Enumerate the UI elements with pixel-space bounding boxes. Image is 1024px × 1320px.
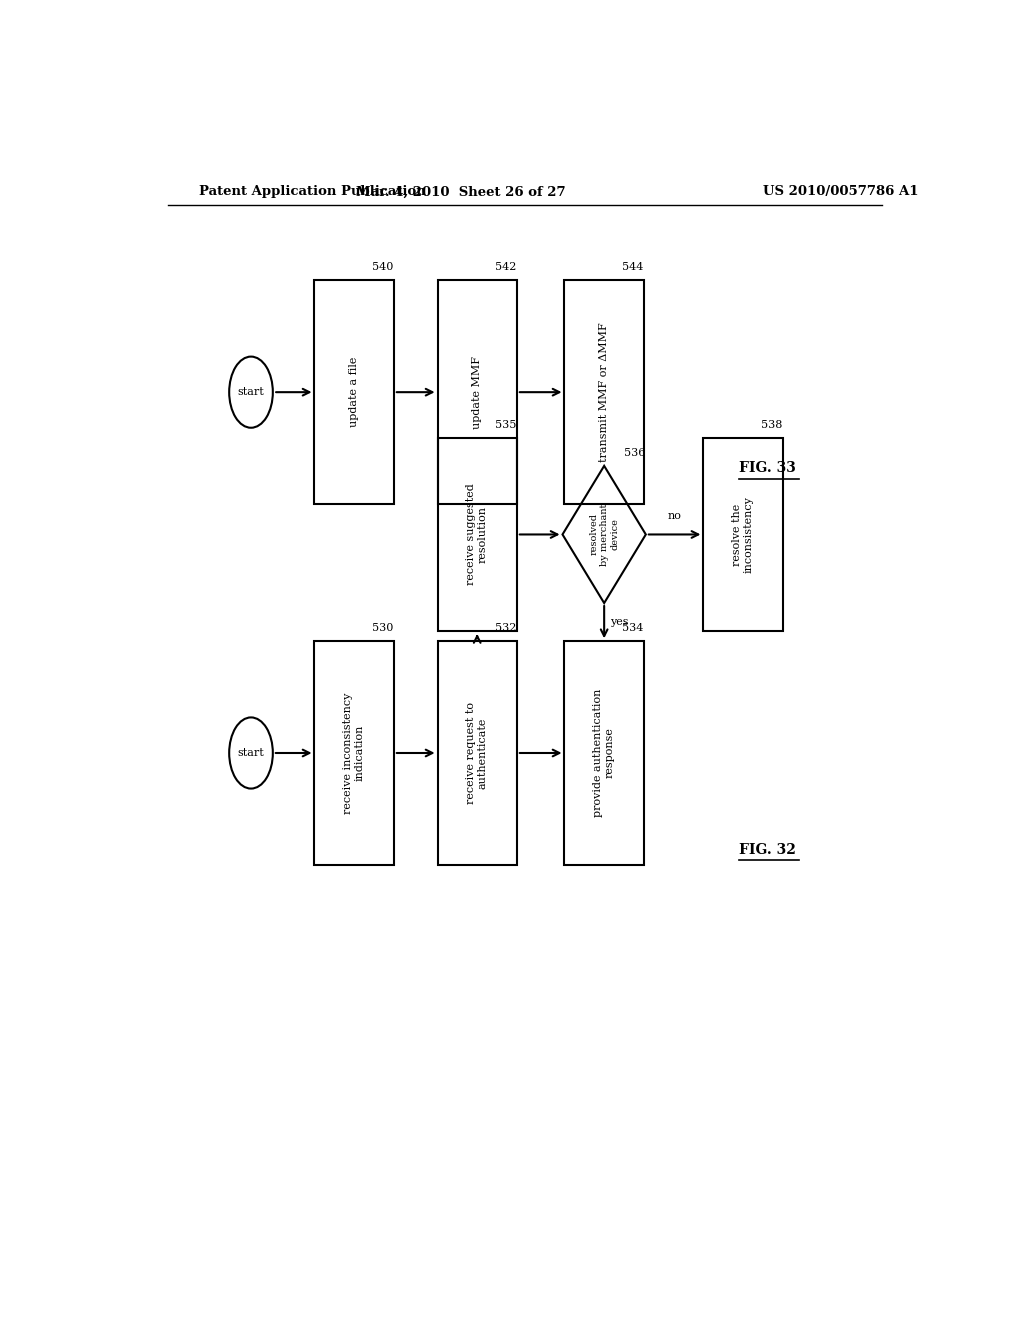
Text: receive request to
authenticate: receive request to authenticate — [466, 702, 488, 804]
Text: 535: 535 — [496, 420, 517, 430]
Text: FIG. 33: FIG. 33 — [739, 462, 796, 475]
Text: Patent Application Publication: Patent Application Publication — [200, 185, 426, 198]
Text: 536: 536 — [625, 447, 646, 458]
Text: yes: yes — [610, 618, 629, 627]
Text: resolve the
inconsistency: resolve the inconsistency — [732, 496, 754, 573]
Text: provide authentication
response: provide authentication response — [593, 689, 615, 817]
Bar — [564, 642, 644, 865]
Text: update MMF: update MMF — [472, 355, 482, 429]
Text: 530: 530 — [373, 623, 394, 634]
Text: update a file: update a file — [349, 356, 359, 428]
Text: start: start — [238, 387, 264, 397]
Text: Mar. 4, 2010  Sheet 26 of 27: Mar. 4, 2010 Sheet 26 of 27 — [356, 185, 566, 198]
Bar — [437, 280, 517, 504]
Text: transmit MMF or ΔMMF: transmit MMF or ΔMMF — [599, 322, 609, 462]
Text: 542: 542 — [496, 263, 517, 272]
Text: US 2010/0057786 A1: US 2010/0057786 A1 — [763, 185, 919, 198]
Bar — [437, 642, 517, 865]
Text: receive inconsistency
indication: receive inconsistency indication — [343, 692, 365, 813]
Text: receive suggested
resolution: receive suggested resolution — [466, 483, 488, 585]
Text: 544: 544 — [623, 263, 644, 272]
Bar — [564, 280, 644, 504]
Text: 532: 532 — [496, 623, 517, 634]
Bar — [437, 438, 517, 631]
Text: FIG. 32: FIG. 32 — [739, 842, 796, 857]
Text: start: start — [238, 748, 264, 758]
Text: 534: 534 — [623, 623, 644, 634]
Text: resolved
by merchant
device: resolved by merchant device — [589, 503, 620, 566]
Text: no: no — [668, 511, 682, 521]
Text: 538: 538 — [762, 420, 782, 430]
Bar — [314, 280, 394, 504]
Text: 540: 540 — [373, 263, 394, 272]
Bar — [314, 642, 394, 865]
Bar — [703, 438, 782, 631]
